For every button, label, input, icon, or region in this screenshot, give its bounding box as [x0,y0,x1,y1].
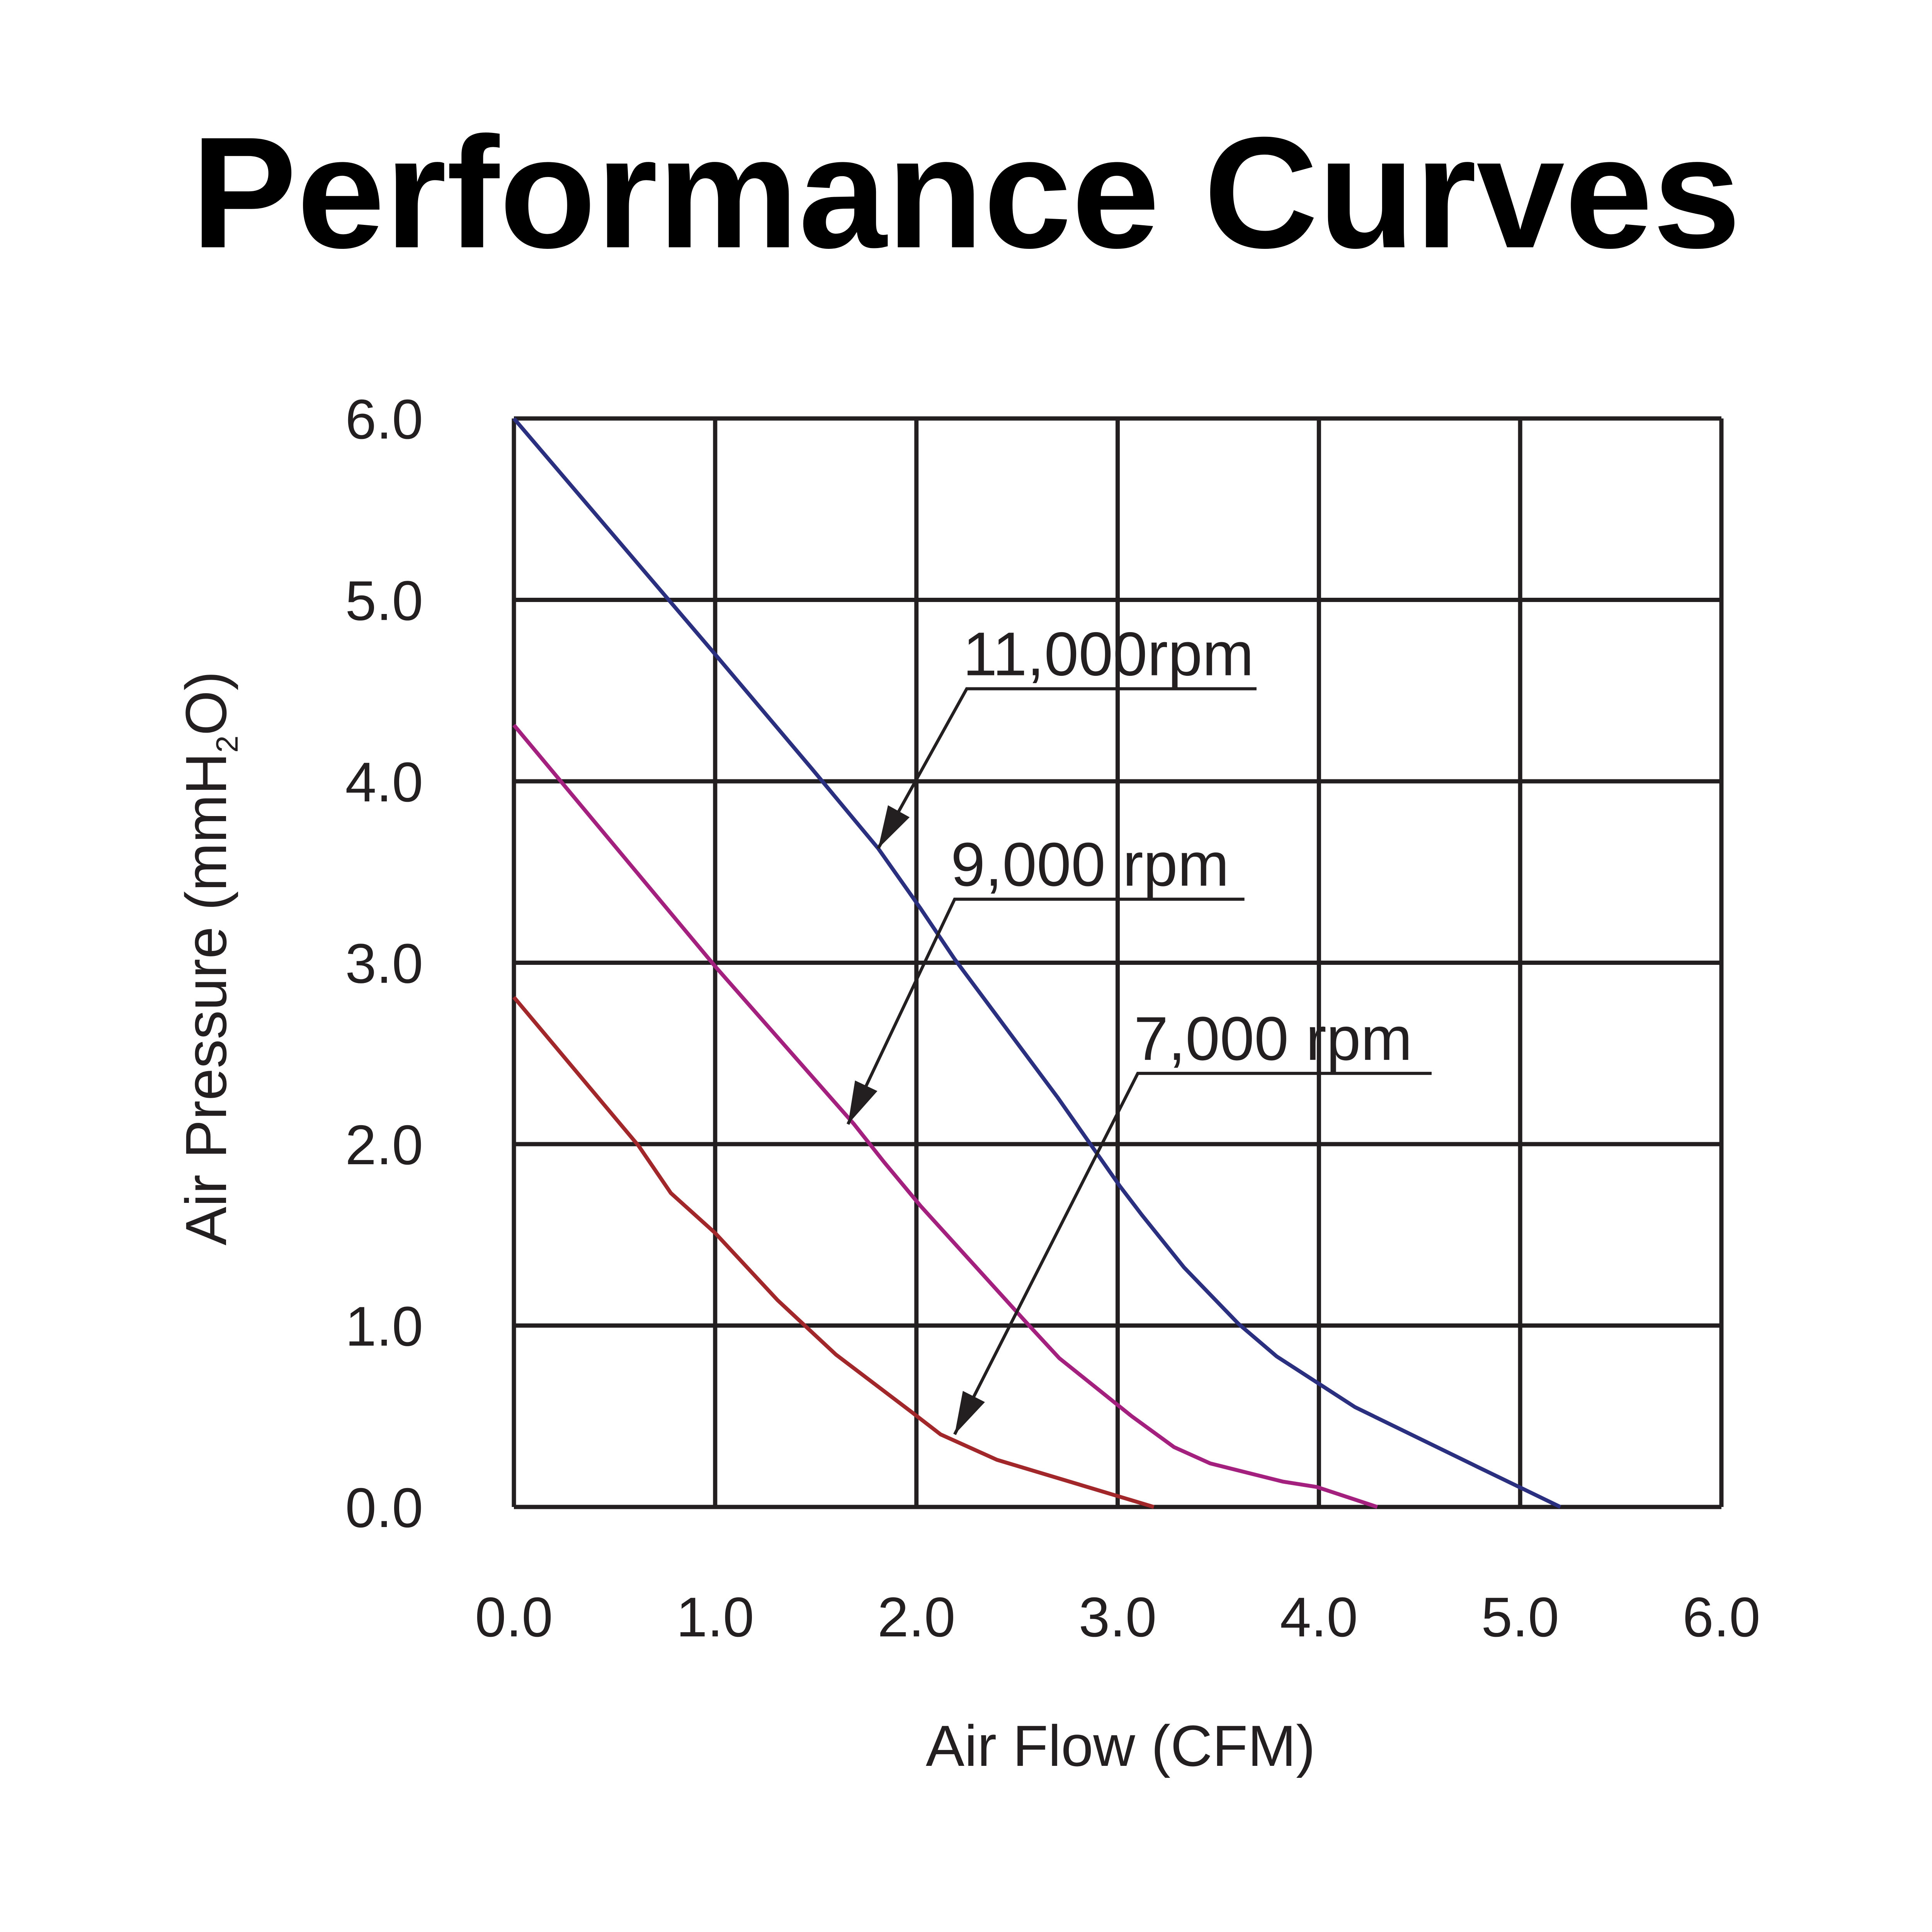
x-tick-label: 2.0 [878,1586,956,1648]
series-lines [512,417,1561,1509]
y-tick-label: 0.0 [345,1476,423,1539]
y-tick-label: 3.0 [345,932,423,995]
arrowhead-icon [954,1391,985,1435]
grid [512,416,1724,1509]
series-line-7000 [512,996,1155,1509]
x-tick-label: 5.0 [1481,1586,1559,1648]
x-tick-label: 1.0 [676,1586,754,1648]
y-tick-label: 1.0 [345,1295,423,1358]
y-axis-label: Air Pressure (mmH2O) [173,671,244,1245]
y-tick-label: 4.0 [345,751,423,813]
y-tick-label: 2.0 [345,1114,423,1176]
x-tick-label: 0.0 [475,1586,553,1648]
annotation-label: 7,000 rpm [1134,1004,1412,1073]
tick-labels: 0.0 1.0 2.0 3.0 4.0 5.0 6.0 0.0 1.0 2.0 3.0 4.0 5.0 6… [345,388,1760,1648]
series-line-9000 [512,724,1378,1509]
annotation-leader-line [877,687,1257,849]
y-axis-label-subscript: 2 [210,736,244,753]
y-tick-label: 6.0 [345,388,423,451]
annotation-label: 11,000rpm [963,619,1254,689]
series-line-11000 [512,417,1561,1509]
y-tick-label: 5.0 [345,570,423,632]
annotations: 11,000rpm 9,000 rpm 7,000 rpm [846,619,1432,1435]
annotation-leader-line [953,1071,1432,1435]
y-axis-label-main: Air Pressure (mmH [173,753,238,1245]
x-tick-label: 3.0 [1079,1586,1157,1648]
annotation-label: 9,000 rpm [951,830,1229,899]
x-axis-label: Air Flow (CFM) [926,1713,1315,1778]
arrowhead-icon [878,805,910,849]
y-axis-label-end: O) [173,671,238,736]
chart-title: Performance Curves [191,104,1741,281]
x-tick-label: 6.0 [1682,1586,1760,1648]
annotation-leader-line [846,898,1245,1125]
arrowhead-icon [848,1080,878,1124]
x-tick-label: 4.0 [1280,1586,1358,1648]
